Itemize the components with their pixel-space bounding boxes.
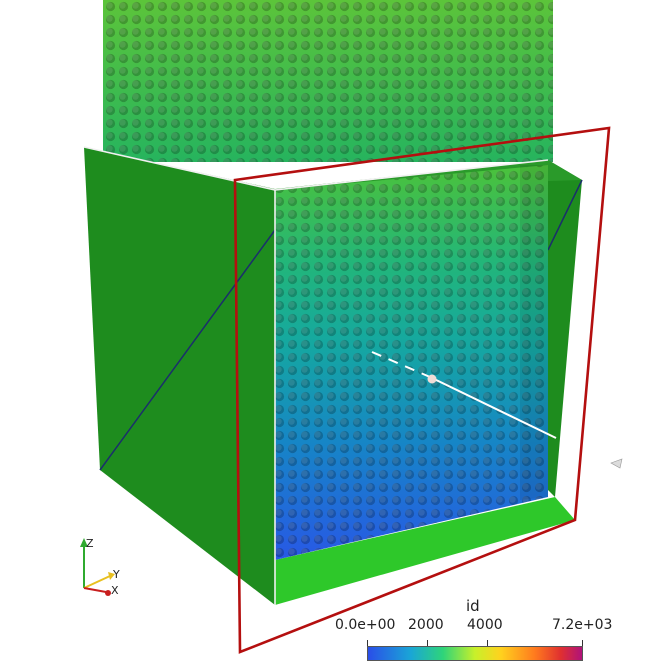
colorbar-gradient xyxy=(367,646,583,661)
axis-label-x: X xyxy=(111,584,119,597)
colorbar-label-min: 0.0e+00 xyxy=(335,617,396,633)
plane-normal-widget[interactable] xyxy=(371,351,623,469)
axis-label-y: Y xyxy=(112,568,120,581)
colorbar-label-max: 7.2e+03 xyxy=(552,617,613,633)
clip-plane-frame[interactable] xyxy=(233,126,611,654)
colorbar-label-2000: 2000 xyxy=(408,617,444,633)
box-edges xyxy=(83,146,549,605)
container-box xyxy=(84,147,583,605)
colorbar-label-4000: 4000 xyxy=(467,617,503,633)
colorbar-tick xyxy=(487,640,488,646)
colorbar-tick xyxy=(582,640,583,646)
particle-tower xyxy=(103,0,553,162)
axis-label-z: Z xyxy=(86,537,94,550)
colorbar-tick xyxy=(367,640,368,646)
particle-block xyxy=(275,165,548,560)
colorbar-tick xyxy=(427,640,428,646)
orientation-axes: Z Y X xyxy=(80,537,120,597)
colorbar-title: id xyxy=(466,597,480,615)
